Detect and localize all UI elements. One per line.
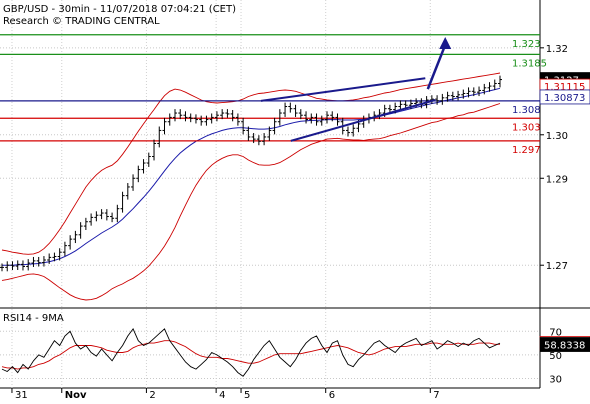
x-tick-label: 7 bbox=[433, 390, 439, 400]
rsi-panel bbox=[1, 328, 501, 377]
level-label-target: 1.323 bbox=[512, 39, 541, 50]
bollinger-lower-line bbox=[1, 103, 501, 301]
bollinger-upper-line bbox=[1, 72, 501, 255]
rsi-tick-label: 50 bbox=[549, 351, 562, 362]
price-badge-label: 1.31115 bbox=[544, 82, 585, 93]
axes: 1.321.301.291.2770503031Nov245671.31271.… bbox=[11, 44, 590, 401]
x-tick-label: 5 bbox=[244, 390, 250, 400]
rsi-tick-label: 30 bbox=[549, 375, 562, 386]
target-arrow-shaft bbox=[426, 44, 447, 90]
price-badge-label: 1.30873 bbox=[544, 93, 585, 104]
level-label-target: 1.3185 bbox=[512, 58, 547, 69]
rsi-line bbox=[1, 328, 501, 377]
levels: 1.323 1.3185 1.308 1.303 1.297 bbox=[0, 34, 547, 156]
rsi-badge-label: 58.8338 bbox=[544, 341, 585, 352]
x-tick-label: 6 bbox=[329, 390, 335, 400]
channel-upper-line bbox=[260, 77, 426, 102]
y-tick-label: 1.30 bbox=[546, 131, 568, 142]
rsi-title: RSI14 - 9MA bbox=[3, 313, 64, 324]
y-tick-label: 1.29 bbox=[546, 174, 568, 185]
x-tick-label: 2 bbox=[149, 390, 155, 400]
x-tick-label: 31 bbox=[15, 390, 28, 400]
y-tick-label: 1.32 bbox=[546, 44, 568, 55]
y-tick-label: 1.27 bbox=[546, 261, 568, 272]
candles bbox=[0, 75, 502, 272]
channel-lower-line bbox=[290, 99, 436, 142]
rsi-tick-label: 70 bbox=[549, 327, 562, 338]
grid bbox=[0, 0, 540, 388]
level-label-pivot: 1.308 bbox=[512, 105, 541, 116]
chart-subtitle: Research © TRADING CENTRAL bbox=[3, 16, 160, 27]
level-label-resistance: 1.297 bbox=[512, 145, 541, 156]
level-label-resistance: 1.303 bbox=[512, 122, 541, 133]
moving-average-line bbox=[2, 87, 501, 266]
rsi-badge bbox=[539, 337, 590, 352]
price-badge bbox=[539, 89, 590, 105]
target-arrow-head bbox=[439, 36, 452, 49]
x-tick-label: Nov bbox=[65, 390, 87, 400]
x-tick-label: 4 bbox=[219, 390, 225, 400]
rsi-ma-line bbox=[1, 340, 500, 370]
chart-title: GBP/USD - 30min - 11/07/2018 07:04:21 (C… bbox=[3, 4, 236, 15]
indicators bbox=[1, 72, 501, 301]
channel bbox=[260, 36, 452, 142]
